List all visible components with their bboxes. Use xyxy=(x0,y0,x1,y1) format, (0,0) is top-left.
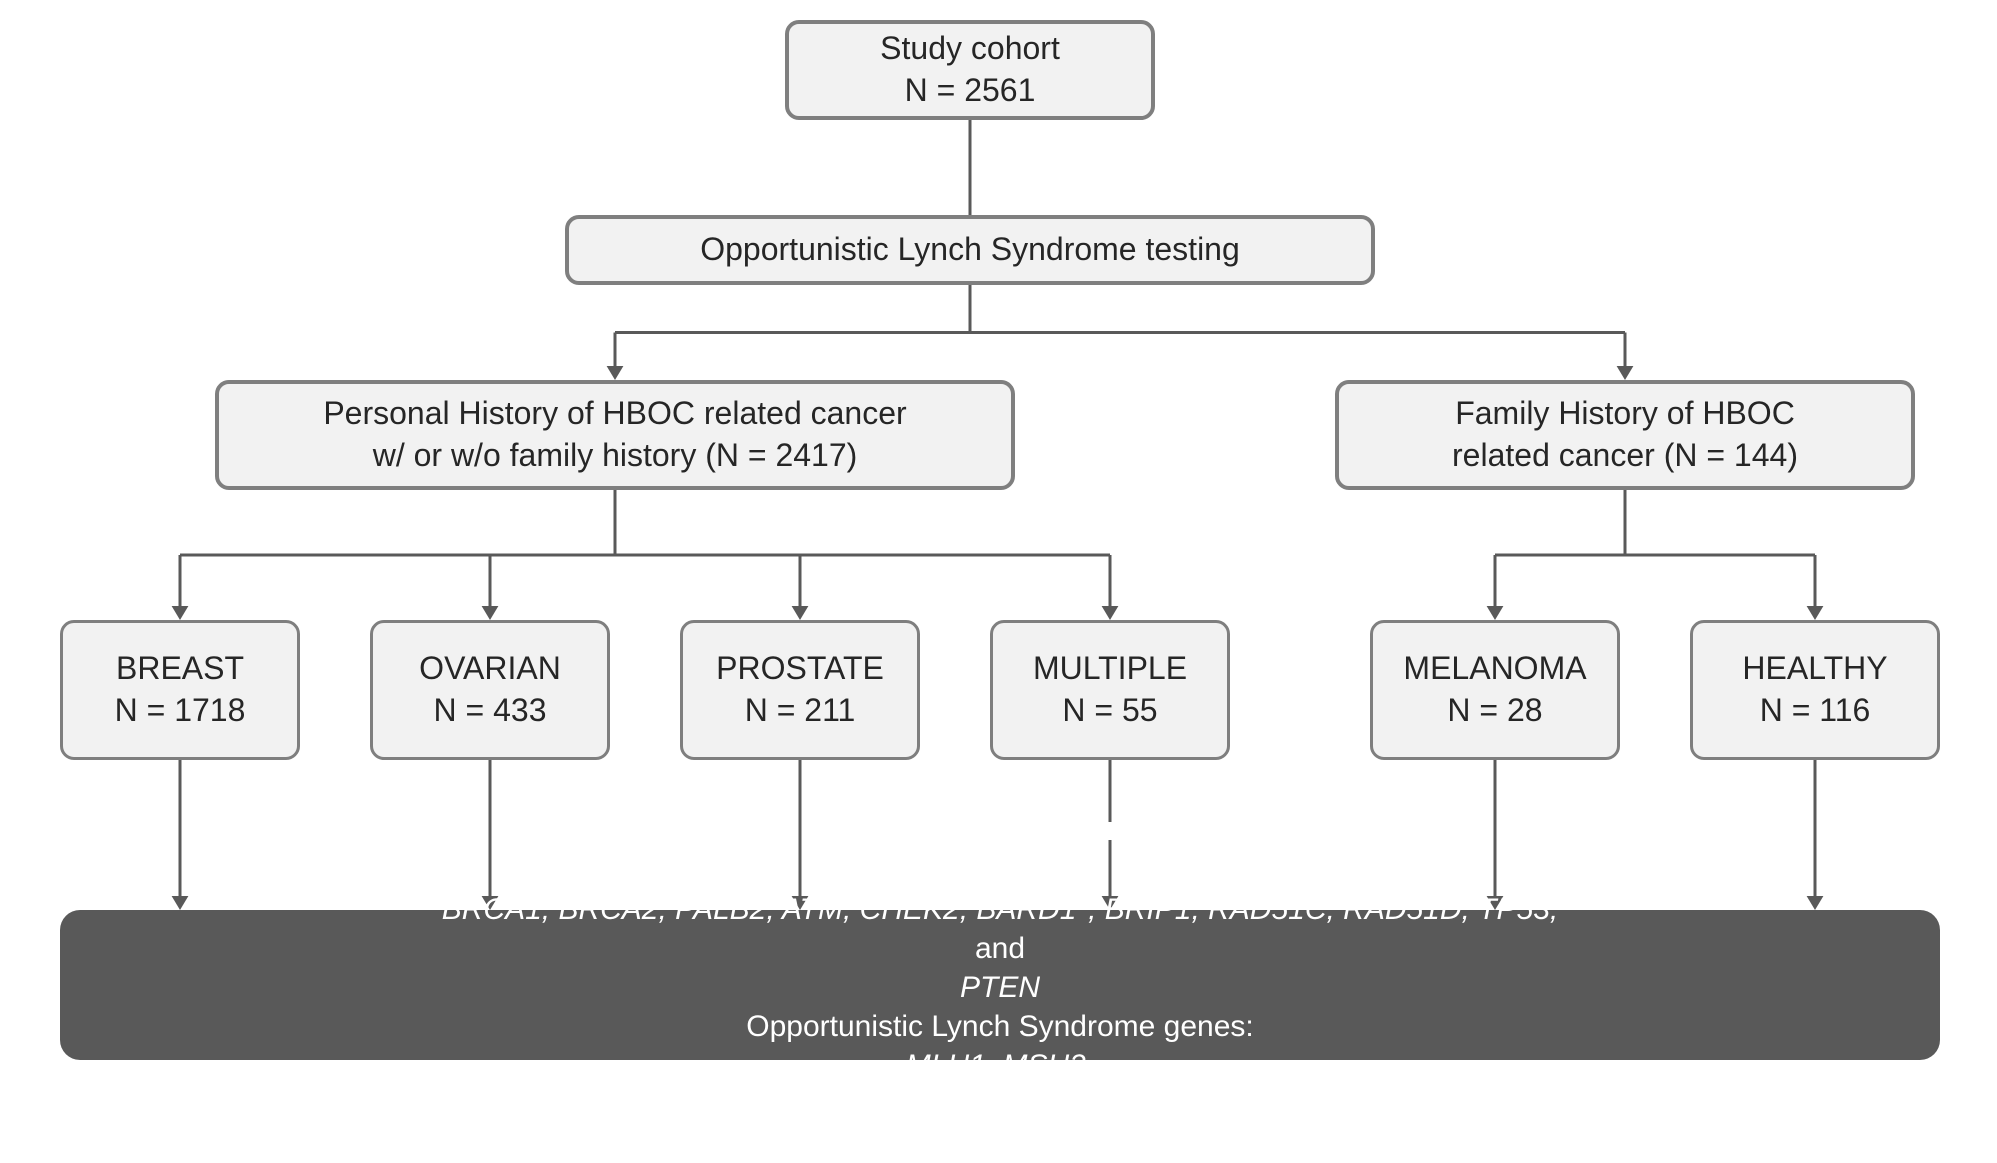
node-text: Family History of HBOC xyxy=(1455,393,1795,435)
node-text: N = 211 xyxy=(745,690,856,732)
node-healthy: HEALTHY N = 116 xyxy=(1690,620,1940,760)
node-text: Personal History of HBOC related cancer xyxy=(323,393,906,435)
node-personal-history: Personal History of HBOC related cancer … xyxy=(215,380,1015,490)
ngs-text: HBOC genes: xyxy=(442,851,1559,890)
ngs-lynch-line: Opportunistic Lynch Syndrome genes: MLH1… xyxy=(746,1007,1254,1163)
node-text: BREAST xyxy=(116,648,244,690)
node-lynch-syndrome: Opportunistic Lynch Syndrome testing xyxy=(565,215,1375,285)
node-ovarian: OVARIAN N = 433 xyxy=(370,620,610,760)
flowchart-canvas: Study cohort N = 2561 Opportunistic Lync… xyxy=(0,0,1997,1100)
node-text: MELANOMA xyxy=(1403,648,1586,690)
ngs-text: and xyxy=(746,1085,1254,1124)
node-multiple: MULTIPLE N = 55 xyxy=(990,620,1230,760)
node-prostate: PROSTATE N = 211 xyxy=(680,620,920,760)
node-text: OVARIAN xyxy=(419,648,561,690)
node-text: PROSTATE xyxy=(716,648,884,690)
node-study-cohort: Study cohort N = 2561 xyxy=(785,20,1155,120)
node-text: Study cohort xyxy=(880,28,1060,70)
node-text: related cancer (N = 144) xyxy=(1452,435,1798,477)
node-text: N = 116 xyxy=(1760,690,1871,732)
ngs-genes: BRCA1, BRCA2, PALB2, ATM, CHEK2, BARD1*,… xyxy=(442,890,1559,929)
ngs-title: NGS panel testing xyxy=(854,807,1147,851)
node-melanoma: MELANOMA N = 28 xyxy=(1370,620,1620,760)
node-breast: BREAST N = 1718 xyxy=(60,620,300,760)
ngs-genes: MLH1, MSH2, xyxy=(746,1046,1254,1085)
node-text: w/ or w/o family history (N = 2417) xyxy=(373,435,858,477)
ngs-genes: PTEN xyxy=(442,968,1559,1007)
node-text: N = 2561 xyxy=(905,70,1036,112)
node-text: MULTIPLE xyxy=(1033,648,1187,690)
ngs-text: and xyxy=(442,929,1559,968)
node-text: HEALTHY xyxy=(1742,648,1887,690)
node-text: Opportunistic Lynch Syndrome testing xyxy=(700,229,1240,271)
node-ngs-panel: NGS panel testing HBOC genes: BRCA1, BRC… xyxy=(60,910,1940,1060)
node-text: N = 433 xyxy=(434,690,547,732)
ngs-text: Opportunistic Lynch Syndrome genes: xyxy=(746,1007,1254,1046)
ngs-genes: MSH6 xyxy=(746,1124,1254,1163)
node-text: N = 28 xyxy=(1447,690,1542,732)
ngs-hboc-line: HBOC genes: BRCA1, BRCA2, PALB2, ATM, CH… xyxy=(442,851,1559,1007)
node-family-history: Family History of HBOC related cancer (N… xyxy=(1335,380,1915,490)
node-text: N = 55 xyxy=(1062,690,1157,732)
node-text: N = 1718 xyxy=(115,690,246,732)
